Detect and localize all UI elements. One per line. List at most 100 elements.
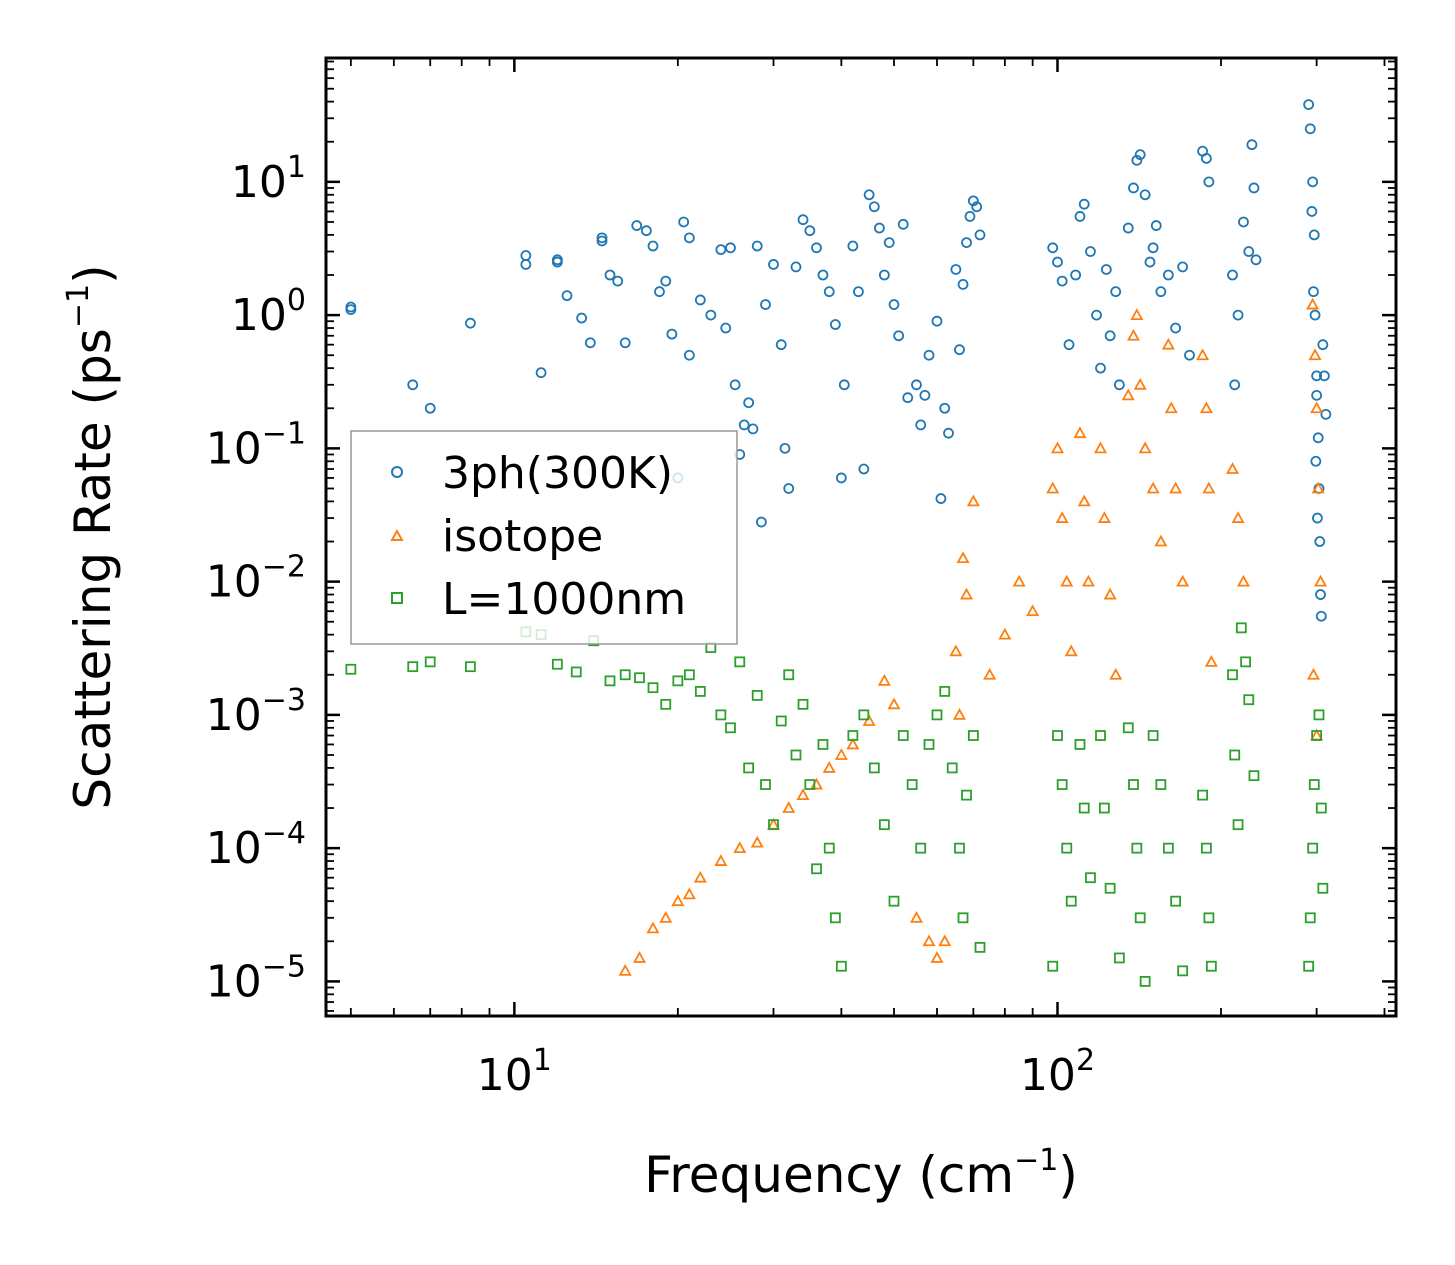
data-point-triangle — [1161, 337, 1175, 350]
data-point-circle — [1309, 309, 1321, 321]
data-point-circle — [520, 250, 532, 261]
data-point-circle — [1250, 254, 1262, 266]
y-tick-label: 10−2 — [206, 550, 306, 608]
data-point-square — [1205, 960, 1217, 972]
data-point-triangle — [949, 644, 963, 657]
data-point-circle — [694, 294, 706, 306]
data-point-square — [1134, 912, 1146, 924]
data-point-triangle — [1060, 574, 1074, 587]
data-point-circle — [683, 349, 695, 361]
legend: 3ph(300K) isotope L=1000nm — [350, 430, 738, 645]
data-point-circle — [407, 379, 419, 391]
data-point-circle — [1078, 198, 1090, 210]
data-point-circle — [897, 218, 909, 230]
data-point-circle — [1162, 269, 1174, 281]
data-point-circle — [835, 472, 847, 484]
data-point-triangle — [1306, 297, 1320, 310]
data-point-circle — [596, 235, 608, 247]
data-point-circle — [720, 322, 732, 334]
data-point-circle — [1134, 149, 1146, 161]
data-point-square — [1095, 730, 1106, 741]
data-point-square — [961, 789, 972, 801]
data-point-circle — [551, 256, 563, 268]
data-point-square — [647, 682, 659, 694]
data-point-triangle — [1077, 494, 1091, 507]
data-point-square — [897, 730, 909, 741]
data-point-square — [790, 749, 802, 761]
data-point-triangle — [1236, 574, 1251, 587]
data-point-circle — [853, 286, 864, 298]
data-point-circle — [584, 337, 596, 349]
data-point-square — [1074, 739, 1086, 750]
data-point-square — [694, 686, 706, 697]
data-point-circle — [612, 275, 624, 287]
data-point-square — [760, 779, 771, 790]
data-point-circle — [1318, 370, 1330, 382]
data-point-square — [1061, 842, 1073, 854]
data-point-triangle — [966, 494, 980, 507]
data-point-square — [1131, 842, 1143, 854]
data-point-square — [1098, 802, 1110, 814]
data-point-circle — [1155, 286, 1167, 298]
data-point-circle — [465, 317, 476, 329]
data-point-triangle — [956, 551, 970, 564]
data-point-square — [1203, 912, 1215, 924]
data-point-circle — [1308, 286, 1319, 298]
data-point-circle — [424, 402, 436, 414]
data-point-square — [804, 779, 816, 790]
data-point-circle — [1314, 536, 1326, 547]
data-point-square — [743, 762, 755, 774]
data-point-triangle — [1121, 388, 1135, 401]
data-point-circle — [561, 290, 573, 302]
data-point-circle — [1304, 123, 1316, 135]
data-point-square — [946, 762, 958, 774]
data-point-triangle — [862, 714, 876, 726]
data-point-square — [1229, 749, 1241, 761]
data-point-triangle — [1199, 401, 1213, 414]
y-tick-label: 100 — [231, 283, 306, 341]
data-point-circle — [893, 330, 905, 342]
data-point-square — [1122, 722, 1134, 734]
data-point-circle — [1312, 432, 1324, 444]
data-point-triangle — [1046, 481, 1060, 494]
data-point-circle — [868, 201, 880, 213]
data-point-square — [424, 656, 436, 668]
data-point-square — [1170, 895, 1182, 907]
data-point-square — [1065, 895, 1077, 907]
data-point-square — [604, 675, 616, 687]
data-point-square — [1177, 965, 1189, 977]
data-point-circle — [954, 344, 965, 356]
data-point-square — [931, 709, 943, 721]
data-point-triangle — [1196, 348, 1210, 361]
data-point-circle — [817, 269, 829, 281]
data-point-square — [465, 661, 476, 673]
data-point-triangle — [909, 910, 924, 923]
data-point-square — [1104, 882, 1116, 894]
legend-label-boundary: L=1000nm — [442, 574, 686, 625]
data-point-circle — [888, 299, 900, 310]
data-point-circle — [1085, 246, 1096, 257]
data-point-square — [811, 863, 822, 875]
data-point-circle — [823, 286, 835, 298]
y-tick-label: 101 — [231, 150, 306, 208]
data-point-circle — [1110, 286, 1122, 298]
data-point-square — [1085, 872, 1096, 884]
data-point-square — [967, 730, 979, 741]
data-point-circle — [1047, 242, 1059, 254]
data-point-triangle — [1126, 328, 1140, 341]
data-point-circle — [596, 232, 608, 244]
data-point-triangle — [1169, 481, 1183, 494]
data-point-circle — [1310, 455, 1322, 467]
data-point-square — [817, 739, 829, 750]
data-point-circle — [829, 319, 841, 330]
data-point-circle — [931, 315, 943, 327]
data-point-square — [775, 715, 787, 727]
data-point-triangle — [1225, 462, 1240, 474]
data-point-triangle — [1109, 667, 1123, 680]
data-point-circle — [747, 423, 759, 435]
data-point-square — [1307, 842, 1319, 854]
data-point-circle — [939, 402, 951, 414]
data-point-square — [1162, 842, 1174, 854]
data-point-circle — [1227, 269, 1238, 281]
data-point-triangle — [930, 951, 944, 963]
